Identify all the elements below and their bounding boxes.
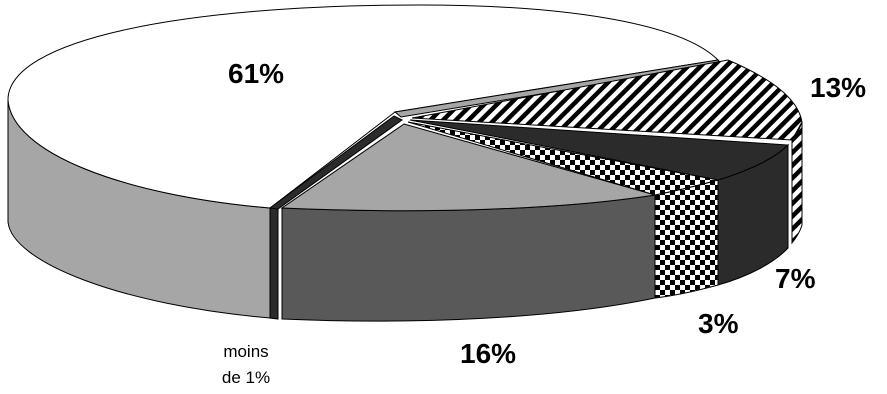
- label-61: 61%: [228, 58, 285, 89]
- slice-13-side: [791, 121, 803, 245]
- slice-61-top: [7, 4, 720, 209]
- slice-lt1-top: [268, 115, 403, 210]
- label-3: 3%: [698, 308, 739, 339]
- slice-7-top: [409, 119, 790, 181]
- label-lt1-line1: moins: [223, 342, 269, 361]
- slice-3-top: [407, 121, 719, 196]
- label-13: 13%: [810, 72, 867, 103]
- slice-16-top: [280, 123, 656, 212]
- label-7: 7%: [775, 263, 816, 294]
- slice-13-top: [411, 59, 803, 141]
- slice-3-side: [654, 179, 719, 299]
- slice-lt1-side: [269, 207, 279, 320]
- label-lt1: moins de 1%: [210, 339, 282, 391]
- slice-16-side: [281, 194, 656, 322]
- label-16: 16%: [460, 338, 517, 369]
- label-lt1-line2: de 1%: [221, 368, 271, 387]
